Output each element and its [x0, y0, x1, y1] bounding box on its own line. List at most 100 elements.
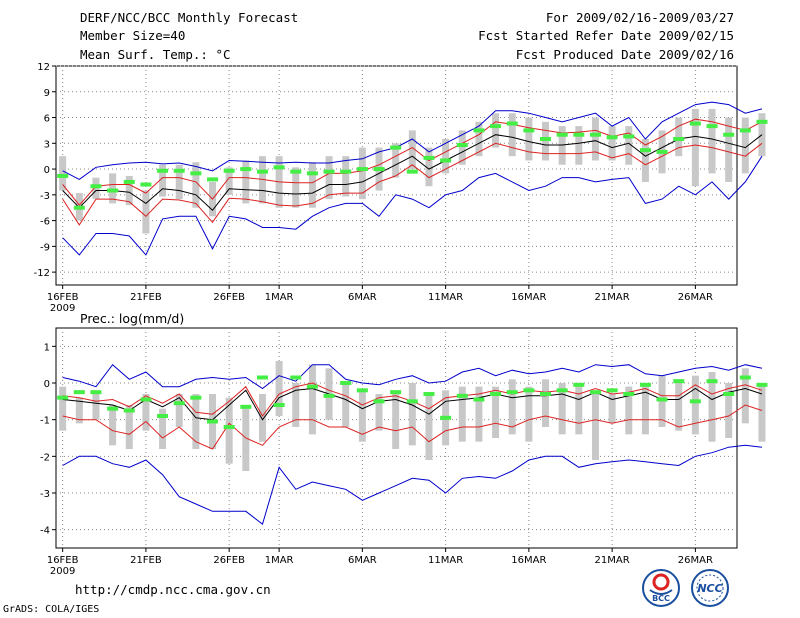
bcc-logo: BCC — [642, 569, 680, 607]
forecast-marker — [423, 392, 435, 396]
forecast-marker — [90, 184, 102, 189]
forecast-marker — [639, 148, 651, 153]
forecast-marker — [556, 132, 568, 137]
spread-box — [342, 156, 350, 197]
forecast-marker — [473, 397, 485, 402]
spread-box — [142, 394, 150, 431]
x-tick-label: 26MAR — [678, 555, 713, 566]
spread-box — [75, 397, 83, 424]
forecast-marker — [706, 124, 718, 129]
forecast-marker — [240, 167, 252, 172]
forecast-marker — [456, 393, 468, 398]
y-tick-label: -3 — [40, 191, 50, 202]
forecast-marker — [190, 171, 202, 176]
spread-box — [159, 408, 167, 449]
forecast-marker — [473, 128, 485, 133]
spread-box — [59, 386, 67, 431]
forecast-marker — [173, 168, 185, 173]
grads-credit: GrADS: COLA/IGES — [3, 604, 100, 615]
bcc-logo-text: BCC — [652, 594, 670, 603]
forecast-marker — [406, 399, 418, 404]
forecast-marker — [490, 392, 502, 396]
spread-box — [292, 383, 300, 427]
x-tick-label: 11MAR — [428, 292, 463, 303]
forecast-marker — [356, 167, 368, 172]
forecast-marker — [623, 392, 635, 396]
member-size: Member Size=40 — [80, 28, 186, 43]
forecast-marker — [340, 169, 352, 174]
forecast-marker — [140, 182, 152, 187]
spread-box — [342, 383, 350, 427]
forecast-marker — [390, 390, 402, 395]
spread-box — [608, 126, 616, 161]
variable-label: Mean Surf. Temp.: °C — [80, 47, 231, 62]
forecast-marker — [606, 135, 618, 140]
spread-box — [242, 408, 250, 471]
y-tick-label: 0 — [44, 379, 50, 390]
forecast-marker — [606, 388, 618, 393]
spread-box — [392, 390, 400, 449]
forecast-marker — [639, 382, 651, 387]
spread-box — [292, 167, 300, 208]
series-upper-line — [62, 118, 763, 206]
forecast-marker — [123, 179, 135, 184]
y-tick-label: -3 — [40, 489, 50, 500]
x-tick-label: 16FEB — [47, 555, 79, 566]
website-url[interactable]: http://cmdp.ncc.cma.gov.cn — [75, 582, 271, 597]
spread-box — [358, 147, 366, 200]
forecast-marker — [57, 173, 69, 178]
forecast-marker — [523, 388, 535, 393]
x-tick-label: 16MAR — [511, 292, 546, 303]
spread-box — [242, 160, 250, 204]
forecast-marker — [57, 395, 69, 400]
forecast-marker — [207, 419, 219, 424]
forecast-marker — [623, 134, 635, 139]
x-tick-label: 21FEB — [130, 292, 162, 303]
forecast-marker — [756, 119, 768, 124]
spread-box — [475, 386, 483, 442]
forecast-produced-date: Fcst Produced Date 2009/02/16 — [515, 47, 734, 62]
spread-box — [758, 383, 766, 442]
forecast-marker — [739, 375, 751, 380]
spread-box — [641, 139, 649, 182]
spread-box — [691, 375, 699, 435]
spread-box — [691, 108, 699, 187]
spread-box — [225, 397, 233, 464]
spread-box — [192, 394, 200, 449]
spread-box — [525, 386, 533, 442]
spread-box — [125, 405, 133, 449]
forecast-marker — [673, 379, 685, 384]
spread-box — [175, 164, 183, 200]
forecast-marker — [723, 392, 735, 396]
spread-box — [542, 121, 550, 161]
x-tick-label: 6MAR — [348, 555, 377, 566]
spread-box — [375, 394, 383, 431]
spread-box — [525, 117, 533, 161]
forecast-marker — [440, 415, 452, 420]
forecast-marker — [323, 169, 335, 174]
y-tick-label: -12 — [34, 268, 50, 279]
ncc-logo-text: NCC — [697, 582, 722, 595]
forecast-marker — [290, 169, 302, 174]
series-max-line — [62, 363, 763, 390]
series-lower-line — [62, 404, 763, 450]
ncc-logo: NCC — [691, 569, 729, 607]
forecast-marker — [90, 390, 102, 395]
spread-box — [125, 175, 133, 206]
spread-box — [542, 379, 550, 427]
forecast-marker — [506, 121, 518, 126]
forecast-marker — [406, 169, 418, 174]
spread-box — [275, 361, 283, 416]
x-tick-label: 26FEB — [213, 555, 245, 566]
forecast-marker — [207, 177, 219, 182]
forecast-marker — [673, 137, 685, 141]
spread-box — [641, 383, 649, 435]
forecast-marker — [490, 124, 502, 129]
spread-box — [142, 190, 150, 234]
spread-box — [308, 162, 316, 208]
spread-box — [159, 164, 167, 197]
x-tick-label: 21MAR — [595, 292, 630, 303]
spread-box — [708, 372, 716, 442]
forecast-marker — [689, 121, 701, 126]
spread-box — [558, 383, 566, 435]
